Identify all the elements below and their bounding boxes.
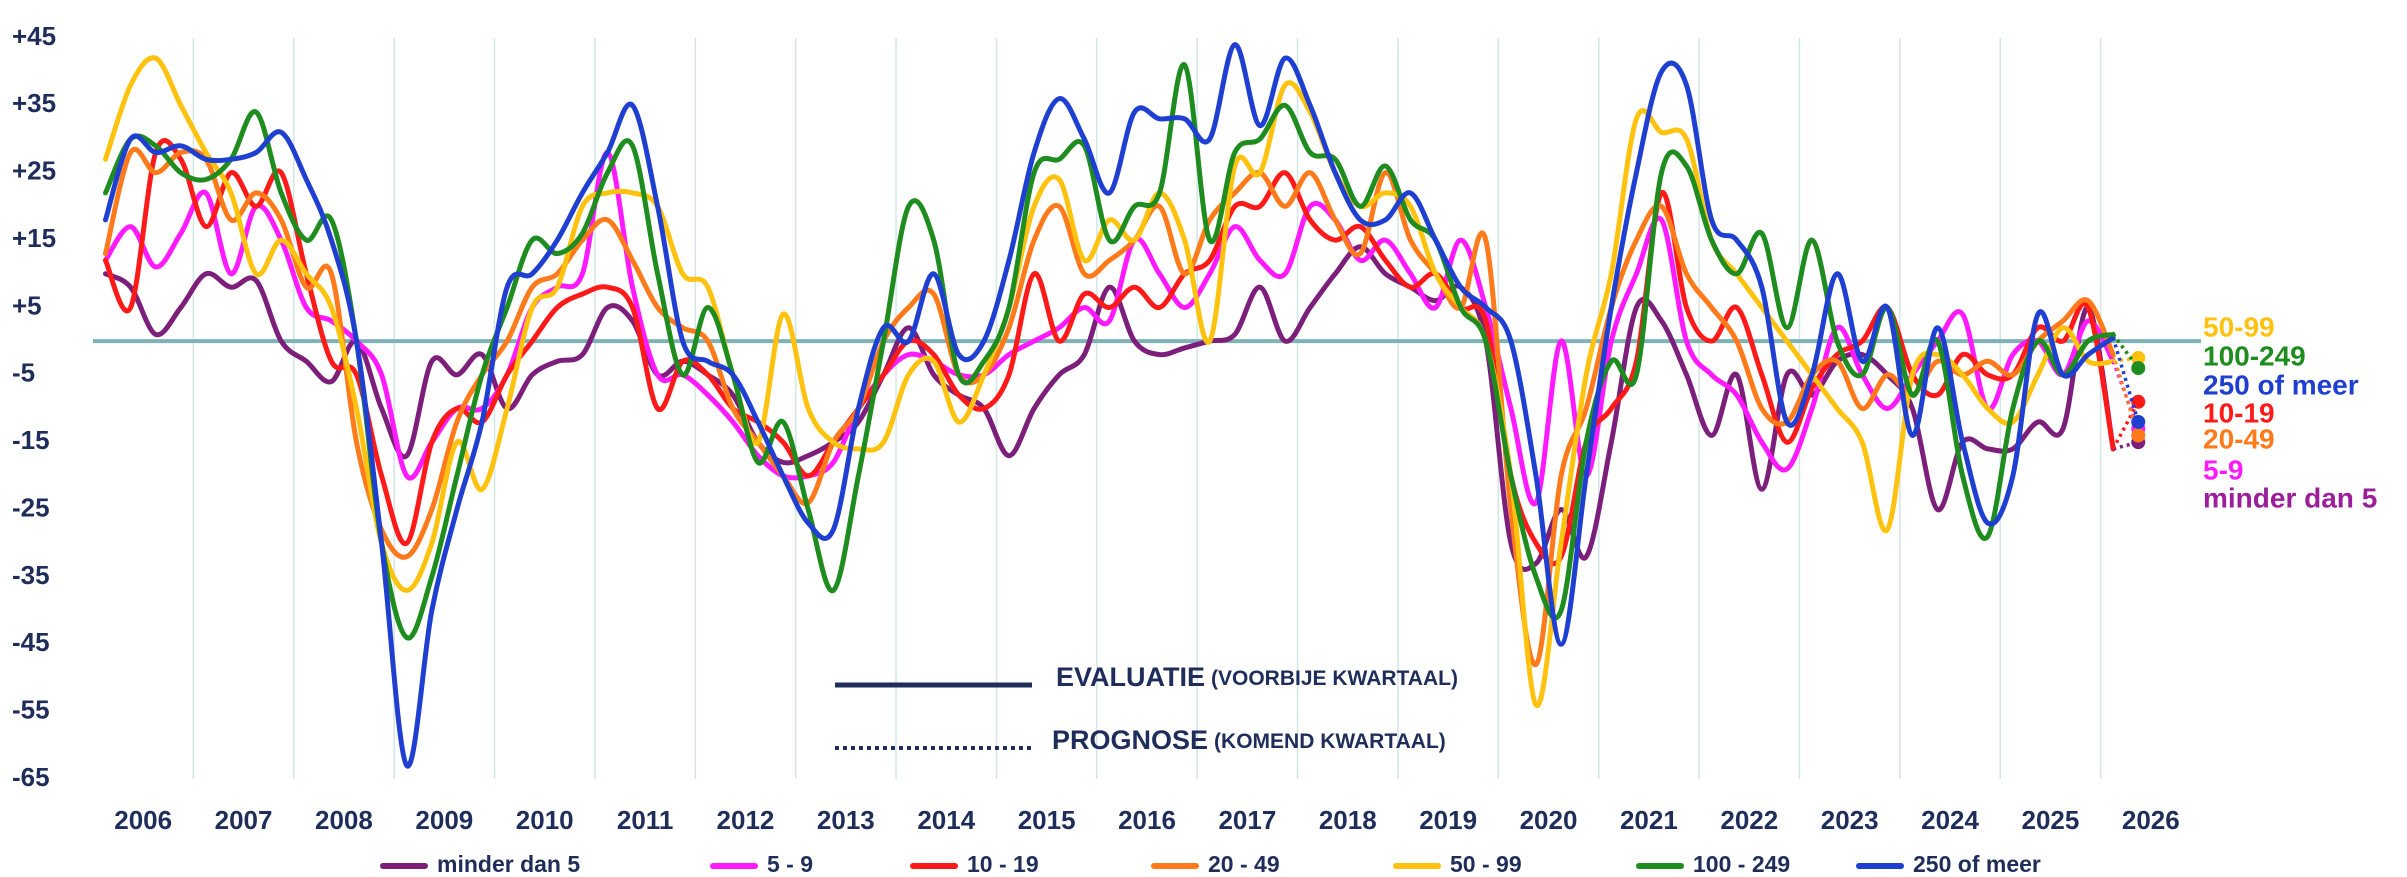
legend-label: 250 of meer [1913, 851, 2041, 877]
series-line [103, 42, 2116, 769]
legend-label: 20 - 49 [1208, 851, 1280, 877]
y-tick-label: -15 [12, 425, 50, 455]
series-line [103, 146, 2116, 668]
end-label: 20-49 [2203, 423, 2275, 454]
y-tick-label: -35 [12, 560, 50, 590]
x-tick-label: 2018 [1319, 805, 1377, 835]
y-tick-label: +35 [12, 88, 56, 118]
legend-label: minder dan 5 [437, 851, 580, 877]
x-tick-label: 2011 [617, 805, 673, 835]
y-tick-label: -55 [12, 695, 50, 725]
forecast-connector [2111, 333, 2140, 370]
legend: minder dan 5 5 - 9 10 - 19 20 - 49 50 - 99 10… [380, 311, 2377, 877]
end-label: 10-19 [2203, 397, 2275, 428]
x-tick-label: 2009 [415, 805, 473, 835]
y-tick-label: -45 [12, 627, 50, 657]
x-tick-label: 2025 [2022, 805, 2080, 835]
style-legend-title: PROGNOSE [1052, 725, 1208, 755]
x-tick-label: 2013 [817, 805, 875, 835]
end-label: 5-9 [2203, 454, 2243, 485]
series-line [103, 62, 2116, 641]
y-tick-label: -65 [12, 762, 50, 792]
x-tick-label: 2006 [114, 805, 172, 835]
series-line [103, 138, 2116, 567]
forecast-dot [2131, 350, 2146, 365]
style-legend-label: EVALUATIE (VOORBIJE KWARTAAL) [1056, 662, 1458, 692]
forecast-connector [2111, 400, 2140, 450]
series-line [103, 244, 2116, 572]
x-tick-label: 2016 [1118, 805, 1176, 835]
end-label: 100-249 [2203, 340, 2306, 371]
series-line [103, 55, 2116, 708]
end-label: 50-99 [2203, 311, 2275, 342]
x-tick-label: 2014 [917, 805, 975, 835]
x-tick-label: 2015 [1018, 805, 1076, 835]
x-tick-label: 2017 [1218, 805, 1276, 835]
legend-label: 10 - 19 [967, 851, 1039, 877]
end-label: 250 of meer [2203, 369, 2359, 400]
style-legend-note: (VOORBIJE KWARTAAL) [1211, 667, 1458, 690]
lines [103, 42, 2146, 769]
y-tick-label: +5 [12, 290, 42, 320]
forecast-connector [2111, 337, 2140, 423]
forecast-dot [2131, 414, 2146, 429]
x-tick-label: 2023 [1821, 805, 1879, 835]
x-tick-label: 2012 [717, 805, 775, 835]
y-tick-label: +15 [12, 223, 56, 253]
style-legend-title: EVALUATIE [1056, 662, 1205, 692]
x-tick-label: 2008 [315, 805, 373, 835]
style-legend-label: PROGNOSE (KOMEND KWARTAAL) [1052, 725, 1446, 755]
y-tick-label: +25 [12, 156, 56, 186]
legend-label: 5 - 9 [767, 851, 813, 877]
x-tick-label: 2010 [516, 805, 574, 835]
forecast-dot [2131, 428, 2146, 443]
x-tick-label: 2019 [1419, 805, 1477, 835]
legend-label: 100 - 249 [1693, 851, 1790, 877]
x-tick-label: 2007 [215, 805, 273, 835]
x-tick-label: 2022 [1720, 805, 1778, 835]
x-tick-label: 2021 [1620, 805, 1678, 835]
x-tick-label: 2026 [2122, 805, 2180, 835]
y-tick-label: -5 [12, 358, 35, 388]
x-tick-label: 2020 [1520, 805, 1578, 835]
x-tick-label: 2024 [1921, 805, 1979, 835]
axes: 2006 2007 2008 2009 2010 2011 2012 2013 2014 2015… [12, 21, 2201, 835]
legend-label: 50 - 99 [1450, 851, 1522, 877]
y-tick-label: +45 [12, 21, 56, 51]
forecast-dot [2131, 361, 2146, 376]
style-legend-note: (KOMEND KWARTAAL) [1214, 730, 1446, 753]
y-tick-label: -25 [12, 492, 50, 522]
end-label: minder dan 5 [2203, 482, 2377, 513]
